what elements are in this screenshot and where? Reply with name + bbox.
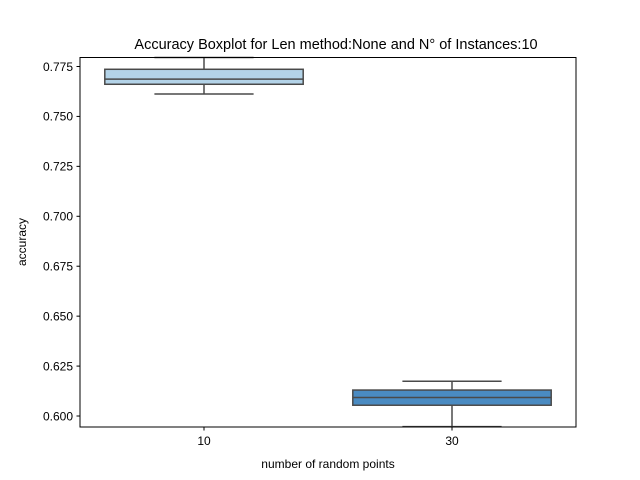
box-iqr: [104, 68, 304, 86]
y-tick-label: 0.650: [43, 309, 73, 323]
x-axis-label: number of random points: [261, 457, 394, 471]
y-axis-label: accuracy: [15, 218, 29, 266]
x-axis: 10 30: [197, 427, 459, 448]
x-tick-label: 10: [197, 434, 211, 448]
y-tick-label: 0.775: [43, 60, 73, 74]
x-tick-label: 30: [445, 434, 459, 448]
y-tick-label: 0.600: [43, 409, 73, 423]
plot-frame: [79, 57, 577, 428]
chart-title: Accuracy Boxplot for Len method:None and…: [134, 37, 537, 53]
y-tick-label: 0.625: [43, 359, 73, 373]
y-tick-label: 0.725: [43, 160, 73, 174]
y-axis: 0.600 0.625 0.650 0.675 0.700 0.725 0.750 0.775: [43, 60, 80, 423]
y-tick-label: 0.750: [43, 110, 73, 124]
y-tick-label: 0.675: [43, 260, 73, 274]
y-tick-label: 0.700: [43, 210, 73, 224]
